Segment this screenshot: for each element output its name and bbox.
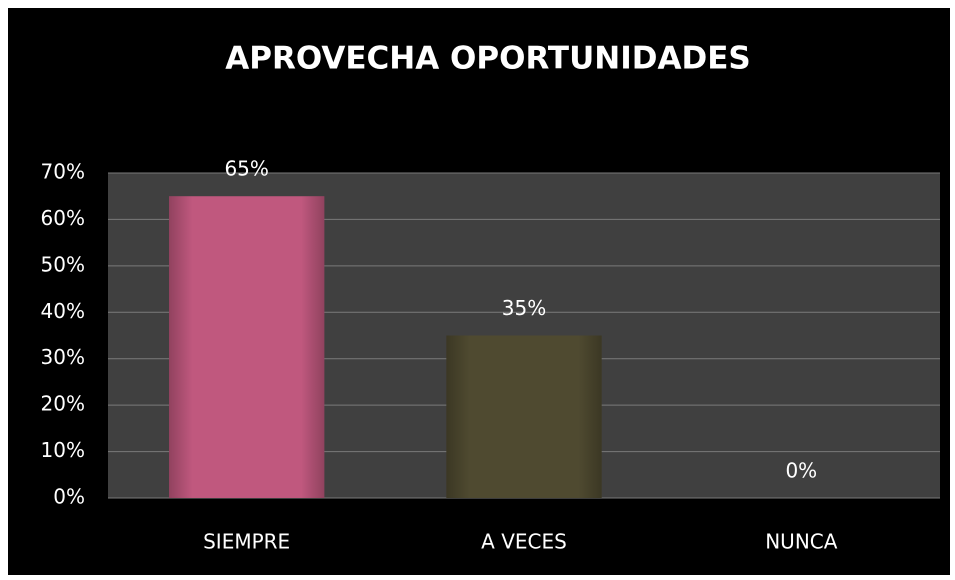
y-tick-label: 10% [41,438,85,462]
y-tick-label: 30% [41,345,85,369]
y-tick-label: 70% [41,160,85,184]
x-tick-label: SIEMPRE [203,530,290,554]
y-tick-label: 40% [41,299,85,323]
value-label: 65% [224,157,268,181]
y-tick-label: 60% [41,206,85,230]
bar [169,196,325,498]
x-tick-label: A VECES [481,530,567,554]
value-label: 35% [502,296,546,320]
y-tick-label: 50% [41,252,85,276]
x-tick-label: NUNCA [765,530,838,554]
bar [446,335,602,498]
y-tick-label: 20% [41,392,85,416]
value-label: 0% [785,459,817,483]
y-tick-label: 0% [53,485,85,509]
chart-title: APROVECHA OPORTUNIDADES [225,41,750,77]
